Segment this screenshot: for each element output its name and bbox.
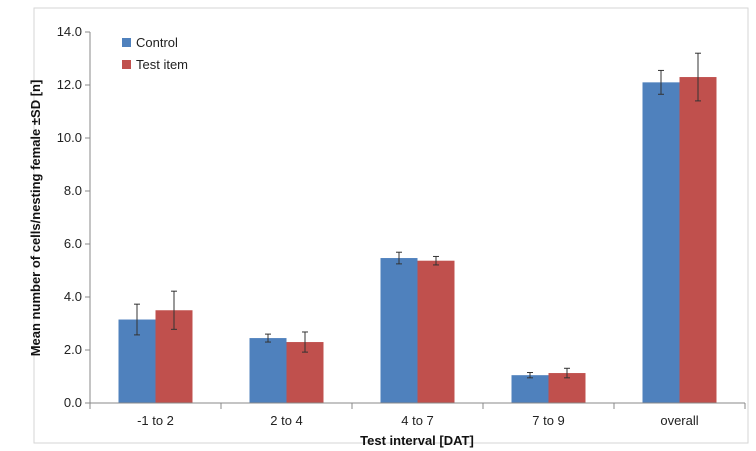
error-bar-test-item	[433, 255, 439, 266]
bar-control	[380, 258, 418, 403]
y-tick-label: 8.0	[64, 183, 82, 198]
error-bar-control	[658, 69, 664, 95]
bar-test-item	[417, 260, 455, 403]
error-bar-control	[134, 303, 140, 336]
x-tick-label: 7 to 9	[532, 413, 565, 428]
x-axis-ticks: -1 to 2 2 to 4 4 to 7 7 to 9 overall	[89, 403, 746, 428]
x-tick-label: 4 to 7	[401, 413, 434, 428]
error-bars-layer	[134, 52, 701, 379]
legend-label-control: Control	[136, 35, 178, 50]
error-bar-test-item	[564, 367, 570, 379]
bar-control	[642, 82, 680, 403]
y-tick-label: 12.0	[57, 77, 82, 92]
bars-layer	[118, 77, 717, 404]
error-bar-test-item	[695, 52, 701, 102]
legend-label-test-item: Test item	[136, 57, 188, 72]
bar-control	[511, 375, 549, 403]
error-bar-control	[265, 333, 271, 343]
error-bar-test-item	[302, 331, 308, 353]
y-axis-ticks: 0.0 2.0 4.0 6.0 8.0 10.0 12.0 14.0	[57, 24, 90, 410]
y-tick-label: 0.0	[64, 395, 82, 410]
error-bar-control	[527, 372, 533, 379]
x-axis-title: Test interval [DAT]	[360, 433, 474, 448]
error-bar-test-item	[171, 290, 177, 330]
y-axis-title: Mean number of cells/nesting female ±SD …	[28, 80, 43, 357]
bar-control	[249, 338, 287, 403]
y-tick-label: 10.0	[57, 130, 82, 145]
x-tick-label: -1 to 2	[137, 413, 174, 428]
bar-test-item	[679, 77, 717, 404]
legend: Control Test item	[122, 35, 188, 72]
x-tick-label: 2 to 4	[270, 413, 303, 428]
y-tick-label: 6.0	[64, 236, 82, 251]
y-tick-label: 4.0	[64, 289, 82, 304]
legend-swatch-control	[122, 38, 131, 47]
y-tick-label: 2.0	[64, 342, 82, 357]
x-tick-label: overall	[660, 413, 698, 428]
chart-border	[33, 7, 749, 444]
legend-swatch-test-item	[122, 60, 131, 69]
error-bar-control	[396, 251, 402, 265]
y-tick-label: 14.0	[57, 24, 82, 39]
